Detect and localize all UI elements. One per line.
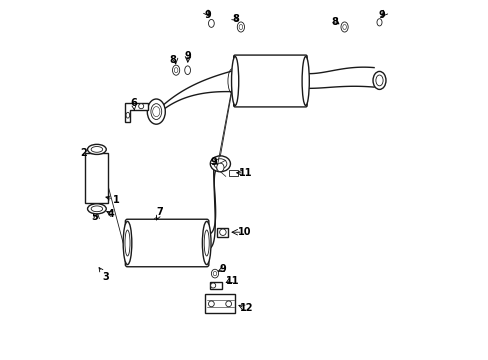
Ellipse shape — [210, 156, 230, 172]
Text: 11: 11 — [226, 276, 239, 286]
Ellipse shape — [139, 104, 143, 109]
Ellipse shape — [375, 75, 382, 86]
Text: 4: 4 — [107, 209, 114, 219]
Ellipse shape — [210, 283, 215, 288]
Text: 2: 2 — [80, 148, 93, 158]
Ellipse shape — [342, 24, 346, 30]
Polygon shape — [228, 170, 237, 176]
Text: 9: 9 — [210, 157, 217, 167]
Ellipse shape — [95, 203, 101, 207]
Ellipse shape — [213, 271, 216, 276]
Text: 12: 12 — [239, 303, 252, 313]
Text: 9: 9 — [378, 10, 385, 20]
Ellipse shape — [239, 24, 242, 30]
Text: 8: 8 — [169, 55, 176, 65]
Ellipse shape — [87, 144, 106, 154]
Text: 6: 6 — [130, 98, 137, 111]
Ellipse shape — [174, 68, 178, 73]
Ellipse shape — [184, 66, 190, 75]
Ellipse shape — [87, 204, 106, 214]
Ellipse shape — [123, 221, 132, 265]
Ellipse shape — [225, 301, 231, 307]
Polygon shape — [125, 103, 148, 122]
Ellipse shape — [147, 99, 165, 124]
Ellipse shape — [213, 159, 226, 169]
Ellipse shape — [372, 71, 385, 89]
Ellipse shape — [216, 163, 224, 172]
Polygon shape — [217, 228, 228, 237]
Ellipse shape — [204, 230, 209, 256]
Text: 8: 8 — [232, 14, 239, 24]
Ellipse shape — [172, 65, 179, 75]
Ellipse shape — [153, 218, 159, 225]
FancyBboxPatch shape — [125, 219, 208, 267]
Ellipse shape — [125, 230, 130, 256]
Ellipse shape — [126, 112, 129, 118]
Text: 9: 9 — [184, 51, 191, 61]
Ellipse shape — [211, 269, 218, 278]
Text: 9: 9 — [204, 10, 211, 20]
Text: 1: 1 — [106, 195, 120, 205]
Ellipse shape — [227, 69, 236, 93]
FancyBboxPatch shape — [233, 55, 306, 107]
Bar — [85, 153, 108, 203]
Text: 5: 5 — [92, 212, 98, 222]
Text: 7: 7 — [156, 207, 163, 220]
Ellipse shape — [376, 19, 381, 26]
Ellipse shape — [219, 229, 225, 235]
Ellipse shape — [152, 107, 160, 117]
Text: 8: 8 — [331, 17, 338, 27]
Text: 9: 9 — [219, 264, 226, 274]
Text: 3: 3 — [99, 267, 109, 282]
Ellipse shape — [91, 206, 102, 212]
Ellipse shape — [208, 301, 214, 307]
Ellipse shape — [202, 221, 211, 265]
Ellipse shape — [340, 22, 347, 32]
Ellipse shape — [151, 104, 162, 120]
Text: 11: 11 — [238, 168, 251, 178]
Polygon shape — [209, 282, 222, 289]
Ellipse shape — [302, 57, 309, 105]
Ellipse shape — [231, 57, 238, 105]
Polygon shape — [204, 294, 235, 313]
Text: 10: 10 — [237, 227, 251, 237]
Ellipse shape — [237, 22, 244, 32]
Ellipse shape — [98, 207, 103, 212]
Ellipse shape — [91, 147, 102, 152]
Ellipse shape — [208, 19, 214, 27]
